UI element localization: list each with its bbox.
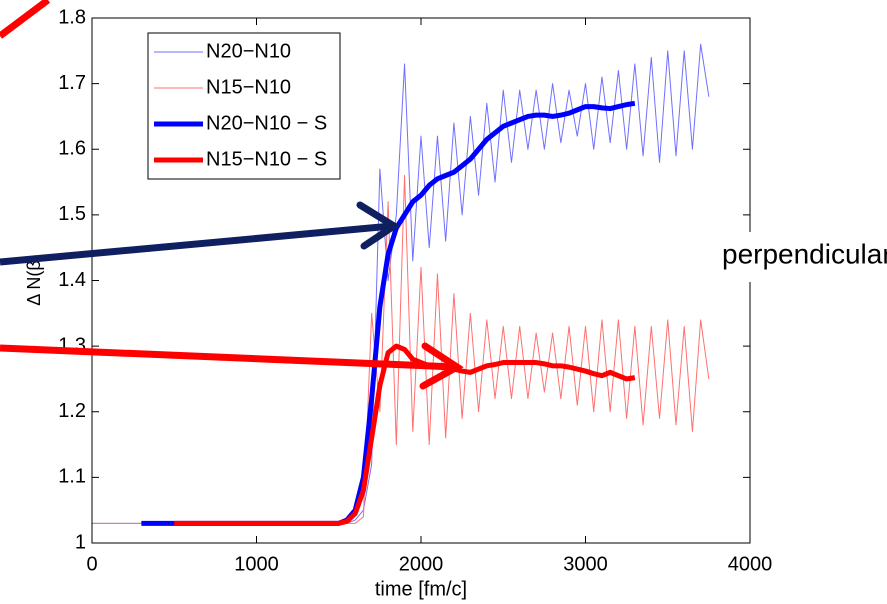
x-tick-label: 1000 [234, 553, 279, 575]
legend-label: N20−N10 − S [206, 112, 327, 134]
y-tick-label: 1.2 [58, 400, 86, 422]
arrows [0, 0, 464, 390]
annotation: perpendicular [722, 238, 887, 269]
x-tick-label: 0 [86, 553, 97, 575]
legend-label: N20−N10 [206, 40, 291, 62]
y-tick-label: 1.6 [58, 138, 86, 160]
arrow [0, 344, 456, 371]
legend-label: N15−N10 [206, 76, 291, 98]
x-tick-label: 3000 [563, 553, 608, 575]
legend: N20−N10 N15−N10 N20−N10 − S N15−N10 − S [147, 32, 341, 180]
y-axis-label: Δ N(β) [24, 254, 44, 305]
annotation-background [715, 232, 887, 282]
x-tick-label: 2000 [399, 553, 444, 575]
legend-label: N15−N10 − S [206, 148, 327, 170]
y-tick-label: 1.8 [58, 6, 86, 28]
arrowhead [419, 342, 464, 390]
arrow [0, 222, 393, 266]
x-tick-label: 4000 [728, 553, 773, 575]
axes: 11.11.21.31.41.51.61.71.80 1000 2000 3000 40… [58, 6, 772, 575]
y-tick-label: 1.7 [58, 72, 86, 94]
series-line [92, 43, 710, 524]
arrowhead [356, 201, 401, 250]
series-line [174, 343, 636, 526]
y-tick-label: 1.5 [58, 203, 86, 225]
y-tick-label: 1.1 [58, 466, 86, 488]
y-tick-label: 1 [75, 531, 86, 553]
x-axis-label: time [fm/c] [375, 578, 467, 600]
y-tick-label: 1.4 [58, 269, 86, 291]
arrow [0, 0, 51, 39]
legend-box [147, 32, 341, 180]
plot-area [92, 43, 710, 526]
